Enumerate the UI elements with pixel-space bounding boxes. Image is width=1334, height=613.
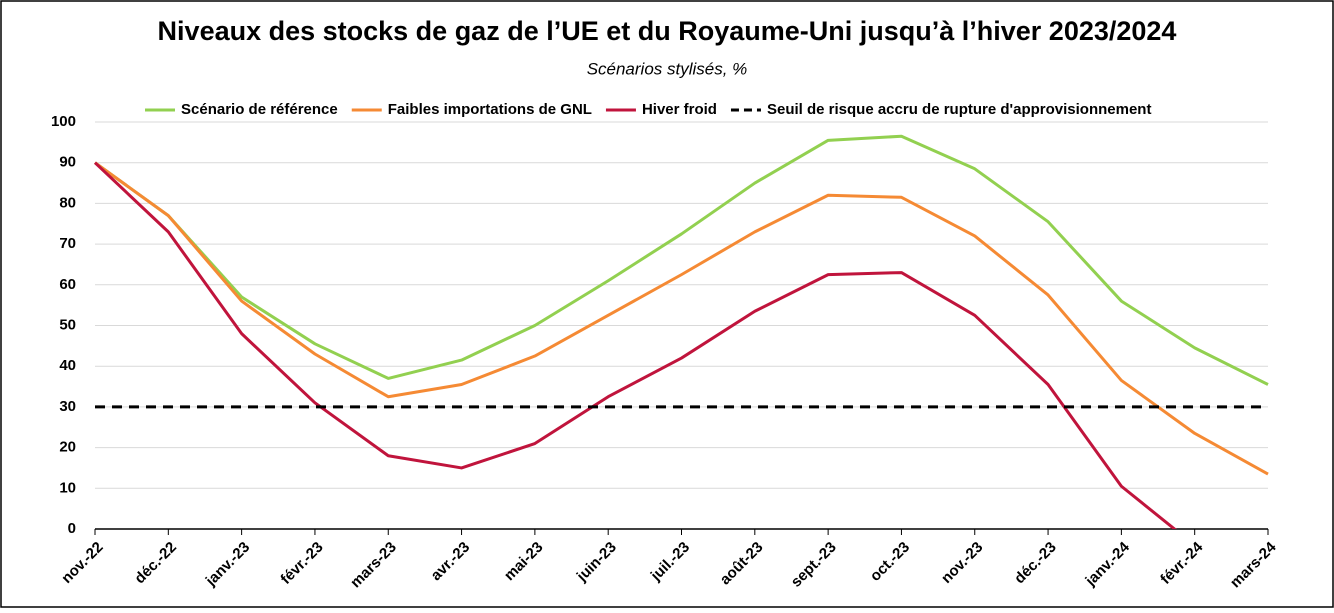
chart-title: Niveaux des stocks de gaz de l’UE et du …: [158, 16, 1177, 46]
series-line: [94, 134, 1269, 386]
series-line: [94, 161, 1269, 476]
y-tick-label: 10: [59, 479, 76, 496]
legend-label: Scénario de référence: [181, 101, 338, 118]
y-tick-label: 90: [59, 154, 76, 171]
series-line: [93, 161, 1177, 529]
plot: [93, 134, 1269, 529]
y-tick-label: 100: [51, 113, 76, 130]
legend-label: Hiver froid: [642, 101, 717, 118]
legend-label: Faibles importations de GNL: [388, 101, 592, 118]
y-tick-label: 50: [59, 316, 76, 333]
y-tick-label: 30: [59, 398, 76, 415]
y-tick-label: 0: [68, 520, 76, 537]
y-tick-label: 20: [59, 439, 76, 456]
y-tick-label: 70: [59, 235, 76, 252]
chart-subtitle: Scénarios stylisés, %: [587, 59, 748, 78]
legend-label: Seuil de risque accru de rupture d'appro…: [767, 101, 1152, 118]
y-tick-label: 40: [59, 357, 76, 374]
y-tick-label: 80: [59, 194, 76, 211]
y-tick-label: 60: [59, 276, 76, 293]
